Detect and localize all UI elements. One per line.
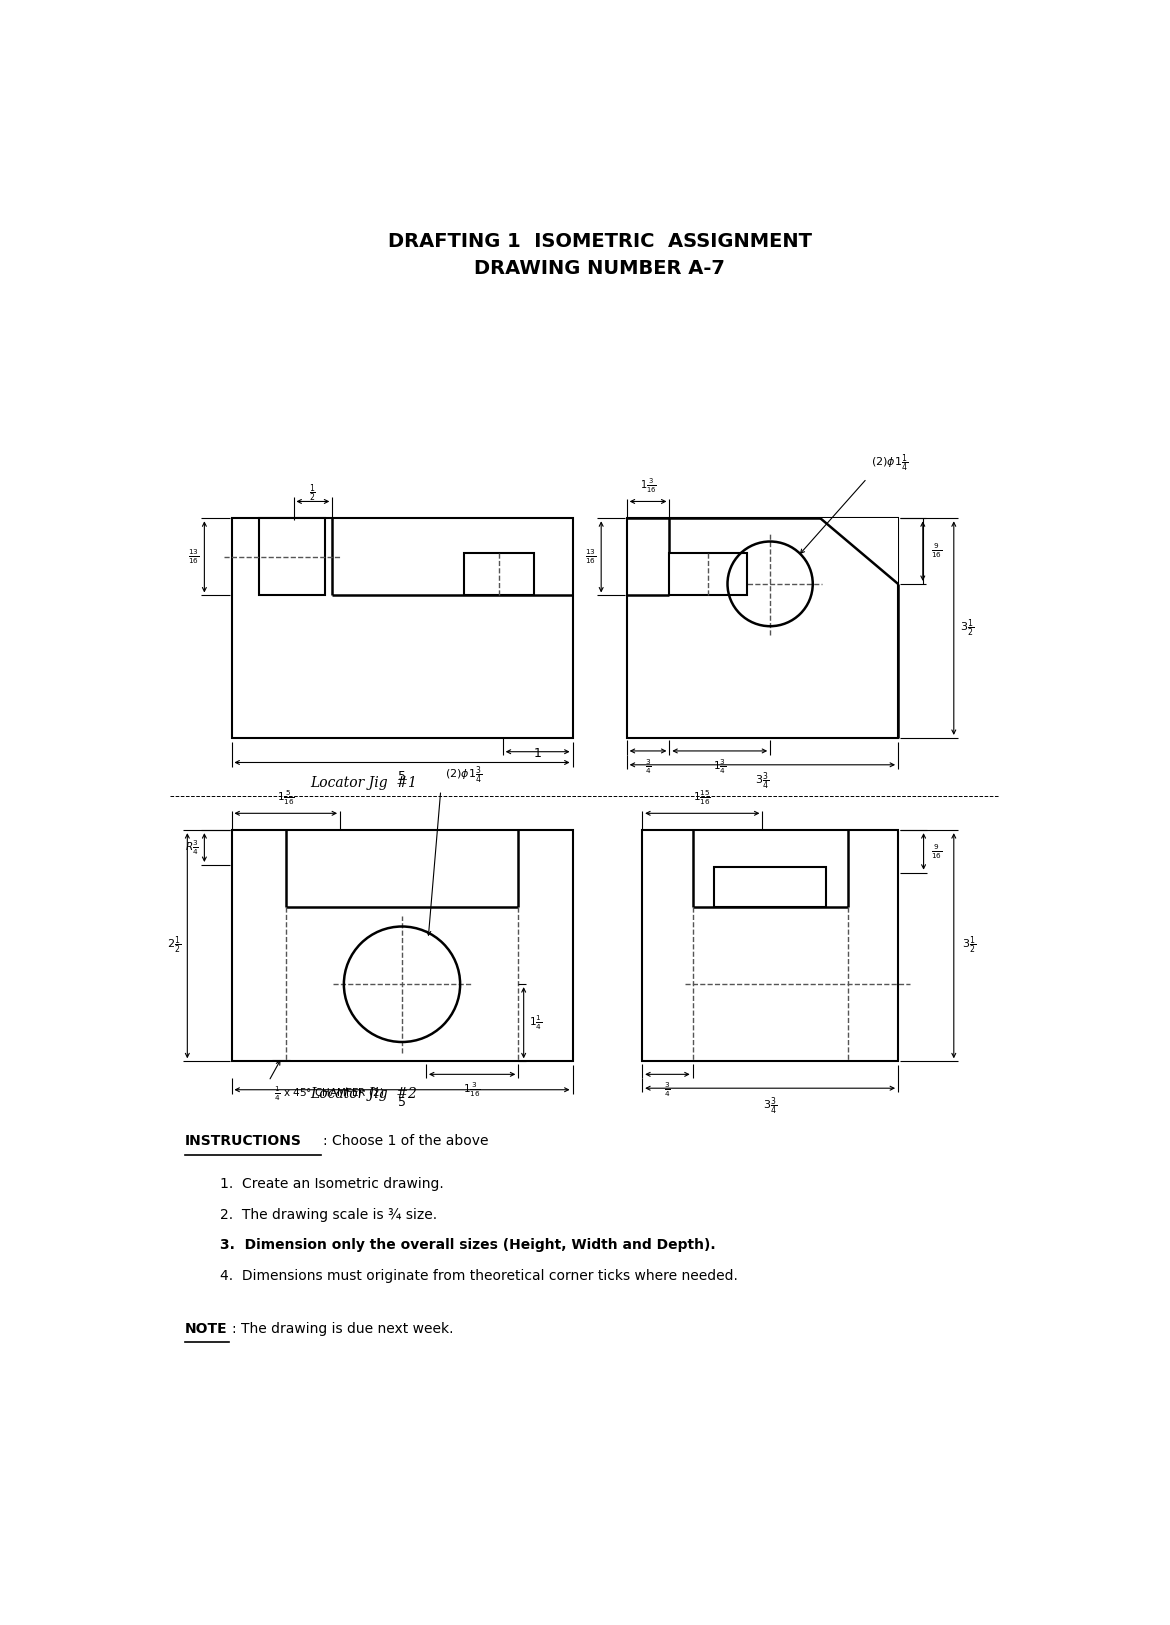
Text: $\frac{1}{4}$ x 45° CHAMFER (2): $\frac{1}{4}$ x 45° CHAMFER (2) (274, 1084, 385, 1103)
Bar (669, 552, 746, 595)
Text: 3.  Dimension only the overall sizes (Height, Width and Depth).: 3. Dimension only the overall sizes (Hei… (220, 1238, 716, 1253)
Text: $R\frac{3}{4}$: $R\frac{3}{4}$ (185, 838, 199, 856)
Bar (642, 830, 899, 1061)
Text: DRAWING NUMBER A-7: DRAWING NUMBER A-7 (474, 258, 725, 278)
Text: $3\frac{1}{2}$: $3\frac{1}{2}$ (961, 618, 975, 639)
Text: 1.  Create an Isometric drawing.: 1. Create an Isometric drawing. (220, 1176, 443, 1191)
Text: $\frac{1}{2}$: $\frac{1}{2}$ (309, 483, 316, 504)
Text: $1\frac{15}{16}$: $1\frac{15}{16}$ (694, 788, 711, 808)
Text: $3\frac{3}{4}$: $3\frac{3}{4}$ (763, 1095, 777, 1118)
Text: $2\frac{1}{2}$: $2\frac{1}{2}$ (167, 934, 181, 957)
Text: $\frac{3}{4}$: $\frac{3}{4}$ (645, 757, 652, 775)
Text: $\frac{9}{16}$: $\frac{9}{16}$ (930, 842, 942, 861)
Text: 4.  Dimensions must originate from theoretical corner ticks where needed.: 4. Dimensions must originate from theore… (220, 1269, 738, 1284)
Text: $3\frac{1}{2}$: $3\frac{1}{2}$ (962, 934, 976, 957)
Text: NOTE: NOTE (185, 1321, 228, 1336)
Bar (232, 518, 572, 738)
Text: 2.  The drawing scale is ¾ size.: 2. The drawing scale is ¾ size. (220, 1207, 438, 1222)
Text: $(2)\phi1\frac{1}{4}$: $(2)\phi1\frac{1}{4}$ (870, 452, 908, 474)
Text: 5: 5 (398, 770, 406, 783)
Text: $1\frac{3}{4}$: $1\frac{3}{4}$ (714, 757, 727, 775)
Text: $3\frac{3}{4}$: $3\frac{3}{4}$ (756, 770, 770, 791)
Text: Locator Jig  #2: Locator Jig #2 (310, 1087, 417, 1100)
Text: $1\frac{3}{16}$: $1\frac{3}{16}$ (640, 478, 656, 496)
Polygon shape (820, 518, 899, 583)
Text: 1: 1 (534, 748, 542, 760)
Bar (464, 552, 534, 595)
Bar (627, 518, 899, 738)
Text: 5: 5 (398, 1095, 406, 1108)
Text: $1\frac{5}{16}$: $1\frac{5}{16}$ (277, 788, 295, 808)
Text: $1\frac{1}{4}$: $1\frac{1}{4}$ (529, 1014, 543, 1032)
Text: $1\frac{3}{16}$: $1\frac{3}{16}$ (463, 1081, 481, 1098)
Bar (232, 830, 572, 1061)
Bar (259, 518, 324, 595)
Text: $(2)\phi1\frac{3}{4}$: $(2)\phi1\frac{3}{4}$ (445, 764, 482, 785)
Text: $\frac{13}{16}$: $\frac{13}{16}$ (585, 548, 596, 565)
Text: Locator Jig  #1: Locator Jig #1 (310, 775, 417, 790)
Text: INSTRUCTIONS: INSTRUCTIONS (185, 1134, 302, 1149)
Text: $\frac{3}{4}$: $\frac{3}{4}$ (665, 1081, 670, 1098)
Text: $\frac{13}{16}$: $\frac{13}{16}$ (187, 548, 199, 565)
Text: DRAFTING 1  ISOMETRIC  ASSIGNMENT: DRAFTING 1 ISOMETRIC ASSIGNMENT (387, 232, 812, 250)
Text: : Choose 1 of the above: : Choose 1 of the above (323, 1134, 488, 1149)
Text: $\frac{9}{16}$: $\frac{9}{16}$ (930, 541, 942, 561)
Text: : The drawing is due next week.: : The drawing is due next week. (232, 1321, 453, 1336)
Bar (715, 868, 826, 907)
